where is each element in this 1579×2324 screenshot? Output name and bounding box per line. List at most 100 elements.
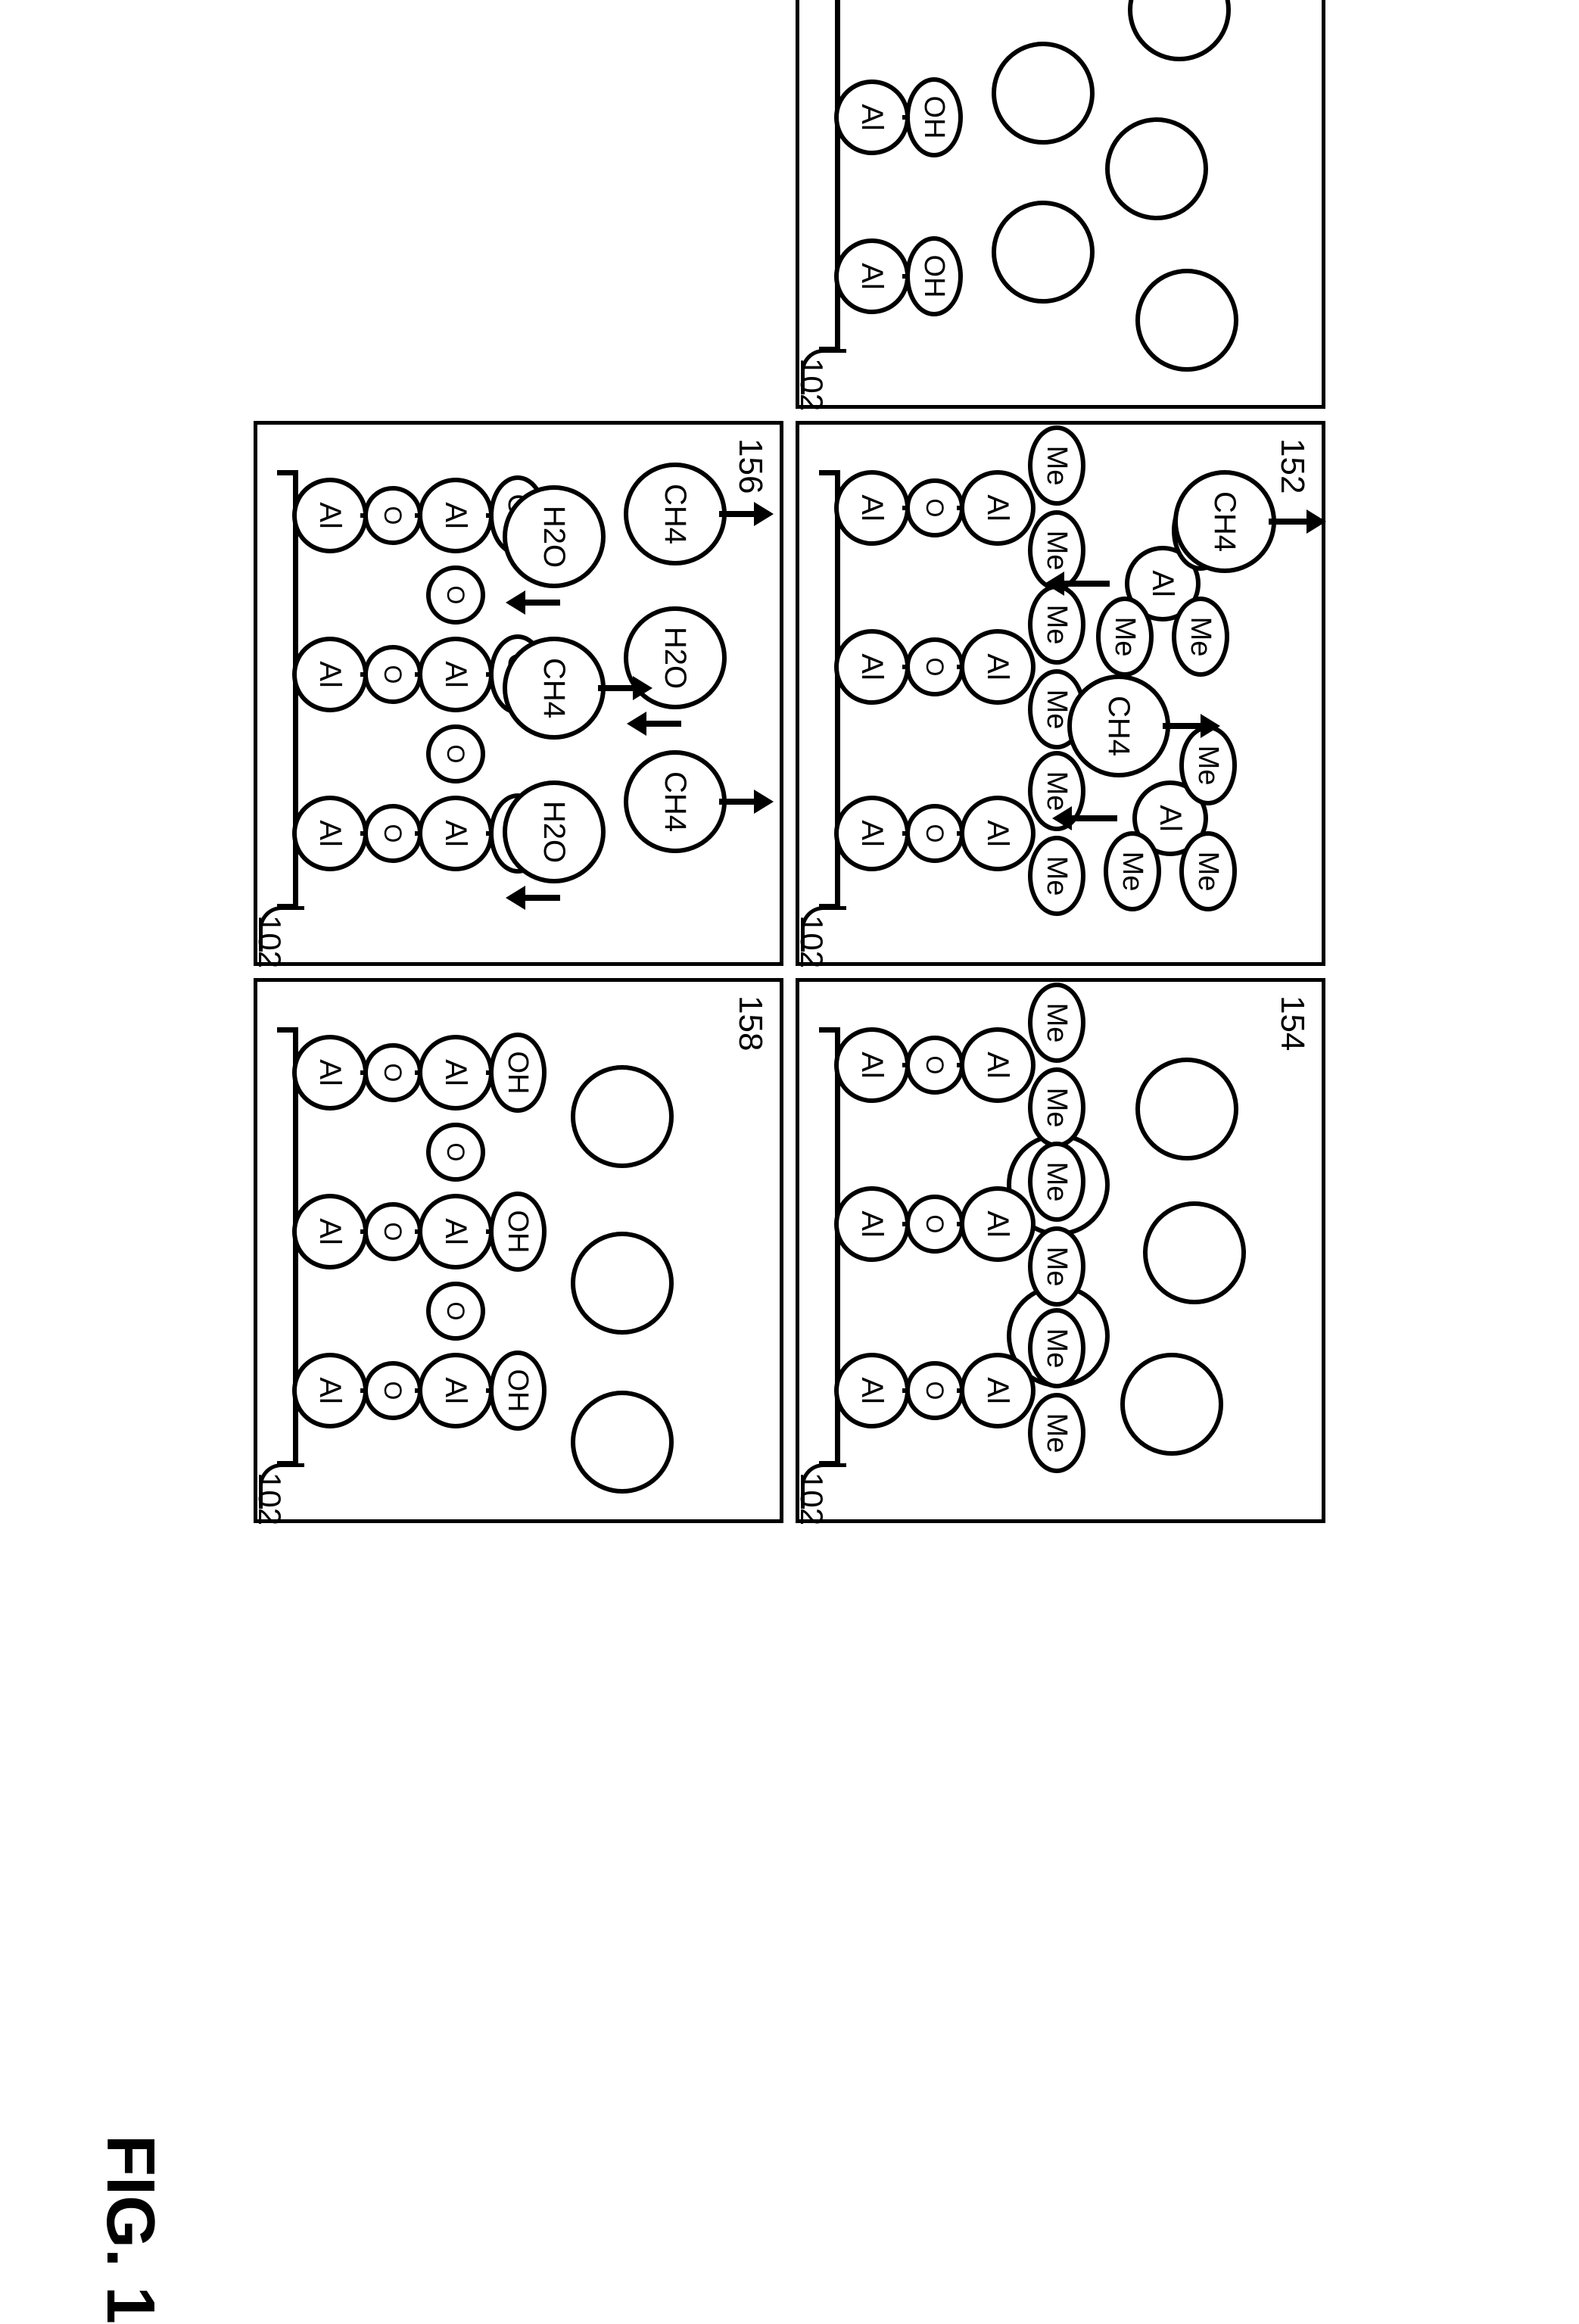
Al-atom: Al xyxy=(960,1186,1036,1262)
bond xyxy=(957,1063,963,1067)
Me-atom: Me xyxy=(1028,1142,1085,1222)
bond xyxy=(902,1388,908,1393)
bond xyxy=(902,274,908,279)
substrate-number: 102 xyxy=(793,915,830,968)
Al-atom: Al xyxy=(834,79,910,155)
panel-154: 154102AlOAlMeMeAlOAlMeMeAlOAlMeMe xyxy=(796,978,1325,1523)
Al-atom: Al xyxy=(418,796,494,871)
O-atom: O xyxy=(905,1361,964,1420)
Al-atom: Al xyxy=(418,1194,494,1269)
bond xyxy=(486,1388,492,1393)
blank-atom xyxy=(1135,1058,1238,1160)
O-atom: O xyxy=(363,645,422,704)
bond xyxy=(957,1388,963,1393)
row-spacer xyxy=(248,0,790,415)
Al-atom: Al xyxy=(292,1353,368,1428)
OH-atom: OH xyxy=(489,1033,547,1113)
bond xyxy=(360,1388,366,1393)
O-atom: O xyxy=(905,1195,964,1254)
bond xyxy=(360,672,366,677)
Me-atom: Me xyxy=(1172,597,1229,677)
O-atom: O xyxy=(363,1202,422,1261)
O-atom: O xyxy=(363,1043,422,1102)
O-atom: O xyxy=(905,1036,964,1095)
Al-atom: Al xyxy=(960,629,1036,705)
CH4-atom: CH4 xyxy=(1173,470,1276,573)
Al-atom: Al xyxy=(292,478,368,553)
figure-label: FIG. 1 xyxy=(91,2135,169,2324)
Al-atom: Al xyxy=(292,1194,368,1269)
blank-atom xyxy=(1105,117,1208,220)
CH4-atom: CH4 xyxy=(624,750,727,853)
Al-atom: Al xyxy=(418,478,494,553)
O-atom: O xyxy=(905,804,964,863)
bond xyxy=(486,1070,492,1075)
bond xyxy=(486,672,492,677)
substrate-number: 102 xyxy=(251,915,288,968)
Me-atom: Me xyxy=(1028,983,1085,1063)
O-atom: O xyxy=(426,724,485,783)
blank-atom xyxy=(992,201,1095,304)
substrate-number: 102 xyxy=(793,1472,830,1525)
Al-atom: Al xyxy=(960,1353,1036,1428)
Me-atom: Me xyxy=(1028,584,1085,665)
Me-atom: Me xyxy=(1028,1067,1085,1148)
blank-atom xyxy=(1128,0,1231,61)
bond xyxy=(486,513,492,518)
bond xyxy=(902,115,908,120)
panel-158: 158102AlOAlOHAlOAlOHAlOAlOHOO xyxy=(254,978,783,1523)
Me-atom: Me xyxy=(1028,425,1085,506)
Al-atom: Al xyxy=(834,470,910,546)
O-atom: O xyxy=(426,565,485,625)
bond xyxy=(486,1229,492,1234)
O-atom: O xyxy=(426,1282,485,1341)
CH4-atom: CH4 xyxy=(1067,674,1170,777)
bond xyxy=(957,665,963,669)
bond xyxy=(415,831,421,836)
Al-atom: Al xyxy=(418,1353,494,1428)
CH4-atom: CH4 xyxy=(503,637,606,740)
panel-152: 152102AlOAlMeMeAlOAlMeMeAlOAlMeMeAlMeMeM… xyxy=(796,421,1325,966)
Me-atom: Me xyxy=(1028,1226,1085,1307)
O-atom: O xyxy=(363,804,422,863)
Al-atom: Al xyxy=(834,1353,910,1428)
Me-atom: Me xyxy=(1028,1308,1085,1388)
figure-1-diagram: 150102AlOHAlOHAlOH152102AlOAlMeMeAlOAlMe… xyxy=(248,0,1331,1529)
blank-atom xyxy=(571,1391,674,1494)
substrate-bracket xyxy=(819,0,840,352)
Al-atom: Al xyxy=(834,1027,910,1103)
blank-atom xyxy=(1143,1201,1246,1304)
Me-atom: Me xyxy=(1104,831,1161,911)
substrate-number: 102 xyxy=(251,1472,288,1525)
bond xyxy=(957,1222,963,1226)
bond xyxy=(902,831,908,836)
bond xyxy=(415,1070,421,1075)
panel-156: 156102AlOAlOHAlOAlOHAlOAlOHOOCH4H2OCH4H2… xyxy=(254,421,783,966)
blank-atom xyxy=(1135,269,1238,372)
OH-atom: OH xyxy=(905,236,963,316)
bond xyxy=(360,1070,366,1075)
Al-atom: Al xyxy=(292,637,368,712)
Me-atom: Me xyxy=(1028,1393,1085,1473)
blank-atom xyxy=(571,1065,674,1168)
bond xyxy=(360,1229,366,1234)
Al-atom: Al xyxy=(418,637,494,712)
panel-row: 156102AlOAlOHAlOAlOHAlOAlOHOOCH4H2OCH4H2… xyxy=(248,0,790,1529)
Al-atom: Al xyxy=(834,238,910,314)
Al-atom: Al xyxy=(418,1035,494,1111)
bond xyxy=(360,831,366,836)
blank-atom xyxy=(1120,1353,1223,1456)
Al-atom: Al xyxy=(834,629,910,705)
bond xyxy=(486,831,492,836)
Al-atom: Al xyxy=(834,1186,910,1262)
Me-atom: Me xyxy=(1096,597,1154,677)
Al-atom: Al xyxy=(960,1027,1036,1103)
page: 150102AlOHAlOHAlOH152102AlOAlMeMeAlOAlMe… xyxy=(0,0,1579,2226)
Me-atom: Me xyxy=(1028,836,1085,916)
bond xyxy=(902,1063,908,1067)
O-atom: O xyxy=(905,637,964,696)
bond xyxy=(902,665,908,669)
blank-atom xyxy=(571,1232,674,1335)
Al-atom: Al xyxy=(960,470,1036,546)
Al-atom: Al xyxy=(834,796,910,871)
